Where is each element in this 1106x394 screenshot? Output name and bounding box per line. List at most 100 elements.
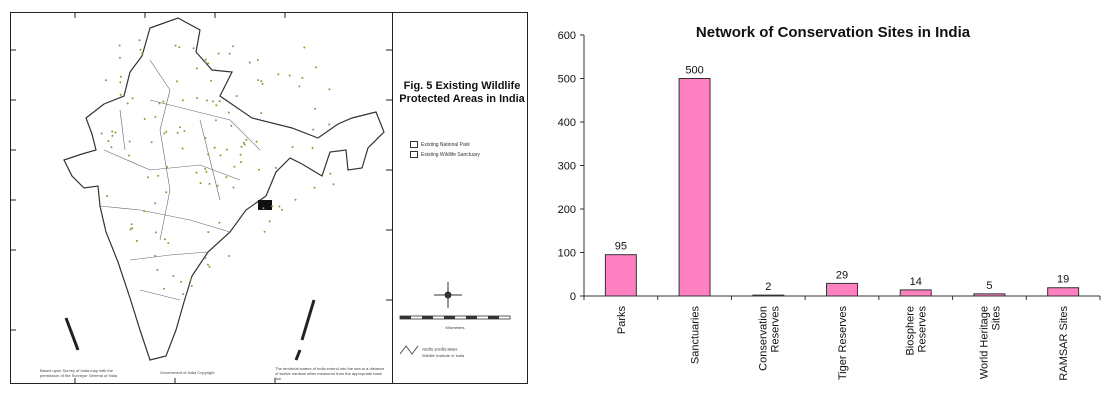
x-tick-label-line: Sites	[990, 306, 1002, 331]
institute-name: Wildlife Institute of India	[422, 353, 465, 358]
sanctuary-dot	[303, 46, 306, 49]
bar	[1047, 287, 1080, 297]
bar	[973, 293, 1006, 297]
bar	[826, 282, 858, 297]
bar-value-label: 95	[615, 241, 627, 253]
sanctuary-dot	[228, 52, 231, 55]
sanctuary-dot	[315, 66, 318, 69]
sanctuary-dot	[114, 131, 117, 134]
sanctuary-dot	[110, 146, 113, 149]
sanctuary-dot	[233, 165, 236, 168]
x-tick-label-line: Reserves	[769, 306, 781, 353]
scale-label: Kilometers	[446, 325, 465, 330]
sanctuary-dot	[312, 128, 315, 131]
x-tick-label: Parks	[616, 306, 628, 335]
sanctuary-dot	[176, 80, 178, 83]
sanctuary-dot	[150, 141, 153, 144]
sanctuary-dot	[118, 44, 121, 47]
institute-hindi: भारतीय वन्यजीव संस्थान	[422, 347, 458, 352]
sanctuary-dot	[263, 230, 266, 233]
sanctuary-dot	[166, 166, 169, 168]
sanctuary-dot	[129, 228, 132, 231]
legend-box-icon	[410, 141, 418, 148]
sanctuary-dot	[298, 85, 301, 88]
sanctuary-dot	[119, 75, 122, 78]
sanctuary-dot	[147, 176, 149, 179]
north-arrow-icon	[434, 282, 462, 308]
sanctuary-dot	[217, 52, 220, 55]
x-tick-label-line: Sanctuaries	[690, 306, 702, 365]
x-tick-label-line: Reserves	[917, 306, 929, 353]
sanctuary-dot	[207, 263, 209, 266]
sanctuary-dot	[158, 102, 161, 105]
y-tick-label: 0	[570, 291, 576, 303]
sanctuary-dot	[157, 174, 160, 177]
bar	[678, 78, 711, 297]
sanctuary-dot	[278, 205, 281, 208]
sanctuary-dot	[235, 95, 238, 97]
sanctuary-dot	[204, 58, 207, 61]
bar-value-label: 2	[765, 281, 771, 293]
sanctuary-dot	[329, 172, 332, 175]
sanctuary-dot	[314, 107, 317, 110]
sanctuary-dot	[281, 208, 284, 211]
sanctuary-dot	[245, 138, 248, 141]
chart-title: Network of Conservation Sites in India	[696, 24, 971, 41]
sanctuary-dot	[195, 67, 198, 70]
sanctuary-dot	[179, 126, 182, 129]
sanctuary-dot	[207, 153, 210, 156]
sanctuary-dot	[119, 81, 122, 84]
sanctuary-dot	[156, 268, 159, 271]
sanctuary-dot	[257, 79, 260, 82]
survey-note: Based upon Survey of India map with the …	[40, 368, 118, 378]
sanctuary-dot	[212, 100, 214, 103]
sundarbans-patch	[258, 200, 272, 210]
sanctuary-dot	[255, 140, 258, 143]
sanctuary-dot	[256, 58, 259, 61]
sanctuary-dot	[268, 220, 271, 223]
sanctuary-dot	[230, 124, 233, 127]
bar-value-label: 14	[910, 276, 922, 288]
sanctuary-dot	[163, 287, 165, 290]
sanctuary-dot	[199, 182, 202, 185]
x-tick-label-line: RAMSAR Sites	[1058, 306, 1070, 381]
legend-wildlife-sanctuary: Existing Wildlife Sanctuary	[410, 151, 480, 158]
sanctuary-dot	[225, 176, 228, 179]
sanctuary-dot	[205, 170, 208, 173]
x-tick-label: Tiger Reserves	[837, 306, 849, 381]
sanctuary-dot	[207, 231, 210, 234]
sanctuary-dot	[131, 97, 134, 100]
sanctuary-dot	[163, 132, 166, 135]
sanctuary-dot	[192, 47, 195, 50]
sanctuary-dot	[181, 147, 184, 150]
x-tick-label: Biosphere Reserves	[905, 306, 929, 356]
sanctuary-dot	[154, 202, 157, 205]
bar	[604, 254, 637, 297]
sanctuary-dot	[218, 221, 221, 224]
sanctuary-dot	[210, 79, 213, 82]
sanctuary-dot	[260, 112, 263, 114]
sanctuary-dot	[213, 146, 216, 149]
sanctuary-dot	[313, 186, 316, 189]
sanctuary-dot	[154, 254, 157, 257]
y-tick-label: 500	[558, 74, 576, 86]
sanctuary-dot	[311, 147, 314, 150]
y-tick-label: 200	[558, 204, 576, 216]
sanctuary-dot	[288, 74, 291, 77]
sanctuary-dot	[190, 285, 193, 287]
sanctuary-dot	[195, 171, 198, 174]
sanctuary-dot	[204, 61, 207, 64]
sanctuary-dot	[227, 111, 230, 114]
sanctuary-dot	[204, 137, 207, 140]
x-tick-label: RAMSAR Sites	[1058, 306, 1070, 381]
sanctuary-dot	[141, 52, 144, 54]
sanctuary-dot	[135, 239, 138, 242]
x-tick-label: World Heritage Sites	[978, 306, 1002, 380]
sanctuary-dot	[207, 62, 210, 65]
sanctuary-dot	[204, 167, 207, 170]
sanctuary-dot	[248, 61, 251, 64]
copyright-note: Government of India Copyright	[160, 370, 215, 375]
sanctuary-dot	[128, 154, 130, 157]
sanctuary-dot	[167, 242, 170, 245]
sanctuary-dot	[242, 141, 245, 144]
